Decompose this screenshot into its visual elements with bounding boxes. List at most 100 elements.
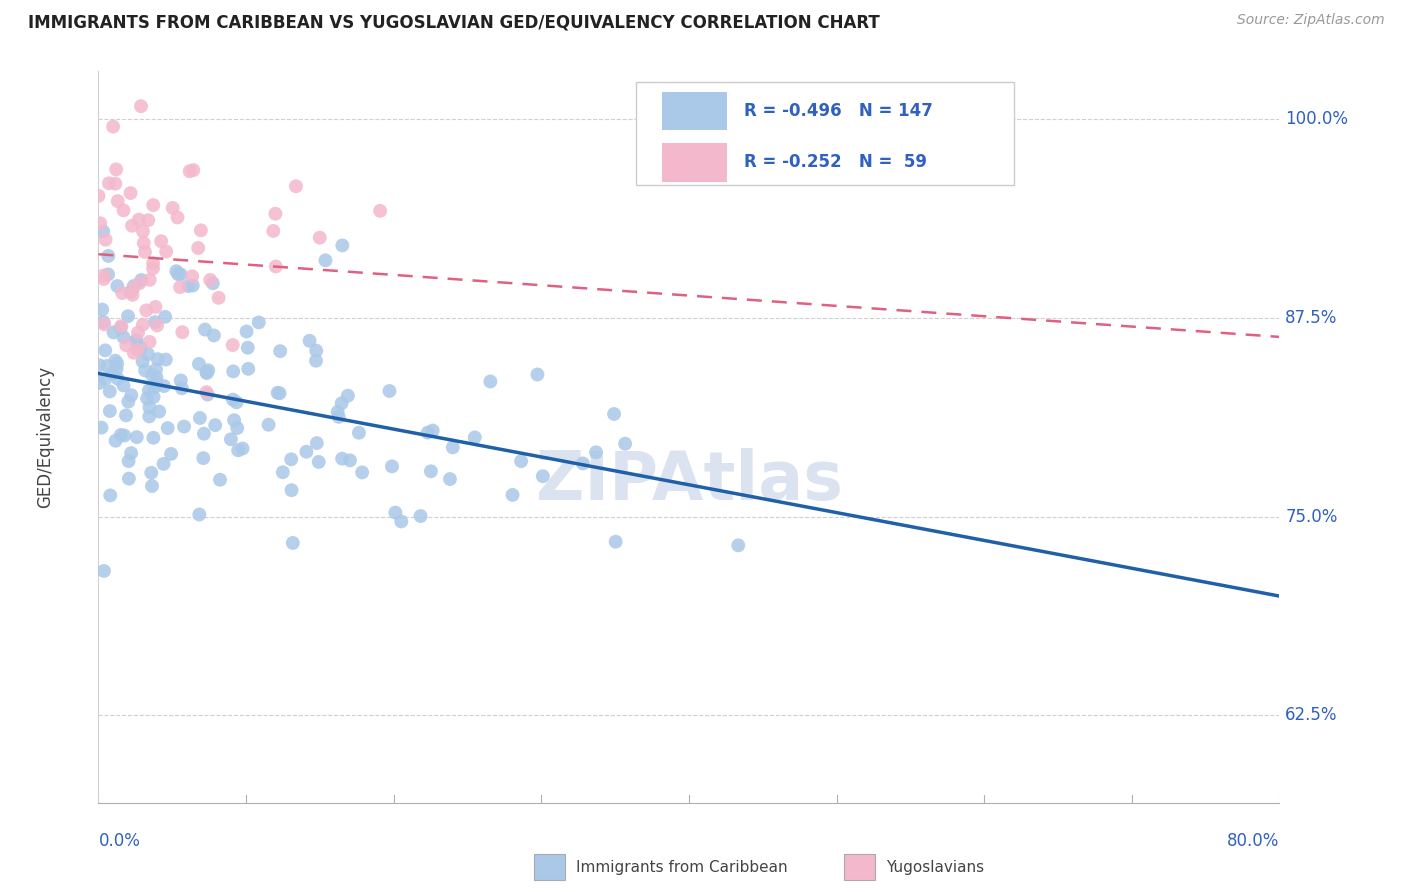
Point: [409, 509, 432, 524]
Point: [235, 325, 257, 339]
Point: [94, 372, 117, 386]
Point: [187, 357, 209, 371]
Point: [91, 224, 114, 238]
Text: 80.0%: 80.0%: [1227, 832, 1279, 850]
FancyBboxPatch shape: [662, 143, 727, 182]
Point: [195, 366, 218, 380]
Point: [262, 224, 284, 238]
Point: [193, 426, 215, 441]
Point: [120, 186, 142, 200]
Point: [269, 344, 291, 359]
Point: [103, 326, 125, 340]
Point: [129, 99, 152, 113]
Point: [139, 273, 162, 287]
Point: [269, 386, 291, 401]
Point: [138, 384, 160, 398]
Point: [266, 385, 288, 400]
Point: [96, 359, 118, 373]
Point: [105, 362, 128, 376]
Point: [169, 268, 191, 282]
Point: [91, 302, 114, 317]
Point: [94, 233, 117, 247]
Text: Source: ZipAtlas.com: Source: ZipAtlas.com: [1237, 13, 1385, 28]
Text: R = -0.252   N =  59: R = -0.252 N = 59: [744, 153, 928, 171]
Point: [142, 261, 165, 276]
Point: [141, 479, 163, 493]
Point: [339, 453, 361, 467]
Point: [90, 420, 112, 434]
Point: [110, 428, 132, 442]
Point: [330, 396, 353, 410]
Point: [264, 260, 287, 274]
Point: [134, 363, 156, 377]
Point: [120, 446, 142, 460]
Point: [141, 466, 163, 480]
Point: [145, 362, 167, 376]
Point: [145, 376, 167, 390]
Point: [138, 409, 160, 424]
Point: [181, 163, 204, 178]
Point: [285, 179, 308, 194]
Point: [155, 352, 177, 367]
Point: [120, 285, 142, 299]
Text: Yugoslavians: Yugoslavians: [886, 860, 984, 874]
Point: [614, 436, 637, 450]
Point: [605, 534, 627, 549]
Point: [153, 379, 176, 393]
Point: [207, 291, 229, 305]
Point: [142, 390, 165, 404]
Point: [132, 224, 155, 238]
Text: 87.5%: 87.5%: [1285, 309, 1337, 326]
Point: [145, 370, 167, 384]
Text: 75.0%: 75.0%: [1285, 508, 1337, 525]
Point: [330, 451, 353, 466]
Point: [121, 219, 143, 233]
Point: [110, 319, 132, 334]
Point: [165, 264, 187, 278]
Point: [117, 394, 139, 409]
Text: 62.5%: 62.5%: [1285, 706, 1339, 724]
FancyBboxPatch shape: [662, 92, 727, 130]
Text: R = -0.496   N = 147: R = -0.496 N = 147: [744, 102, 934, 120]
Text: IMMIGRANTS FROM CARIBBEAN VS YUGOSLAVIAN GED/EQUIVALENCY CORRELATION CHART: IMMIGRANTS FROM CARIBBEAN VS YUGOSLAVIAN…: [28, 13, 880, 31]
Point: [194, 322, 217, 336]
Point: [347, 425, 370, 440]
Point: [142, 256, 165, 270]
Point: [197, 387, 219, 401]
Point: [105, 357, 128, 371]
Point: [128, 212, 150, 227]
Point: [225, 395, 247, 409]
Point: [150, 234, 173, 248]
Point: [384, 506, 406, 520]
Point: [381, 459, 404, 474]
Point: [389, 515, 412, 529]
Point: [181, 269, 204, 284]
Point: [236, 341, 259, 355]
Point: [531, 469, 554, 483]
Point: [155, 244, 177, 259]
Point: [169, 280, 191, 294]
Point: [125, 333, 148, 347]
Point: [117, 309, 139, 323]
Point: [190, 223, 212, 237]
Point: [118, 472, 141, 486]
Point: [138, 334, 160, 349]
Point: [134, 244, 156, 259]
Point: [141, 368, 163, 382]
Point: [93, 564, 115, 578]
Point: [110, 320, 132, 334]
Point: [120, 388, 142, 402]
Point: [93, 315, 115, 329]
Point: [201, 277, 224, 291]
Point: [97, 249, 120, 263]
Point: [222, 338, 245, 352]
Point: [127, 326, 149, 340]
Point: [232, 442, 254, 456]
Point: [195, 385, 218, 400]
Point: [328, 409, 350, 424]
Point: [479, 375, 502, 389]
Point: [93, 318, 115, 332]
Point: [222, 364, 245, 378]
Point: [226, 421, 249, 435]
Text: GED/Equivalency: GED/Equivalency: [37, 366, 55, 508]
